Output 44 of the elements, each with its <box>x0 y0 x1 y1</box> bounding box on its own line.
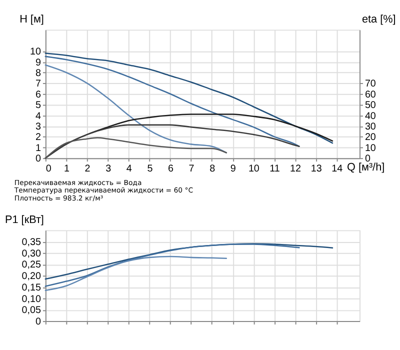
y-tick-label: 9 <box>36 57 42 68</box>
x-tick-label: 2 <box>84 163 90 174</box>
x-tick-label: 12 <box>290 163 302 174</box>
x-tick-label: 3 <box>106 163 112 174</box>
y-tick-label: 0,30 <box>22 248 42 260</box>
x-tick-label: 8 <box>210 163 216 174</box>
x-tick-label: 6 <box>168 163 174 174</box>
y2-tick-label: 40 <box>364 110 376 122</box>
y-tick-label: 1 <box>36 142 41 154</box>
y-tick-label: 4 <box>36 110 42 122</box>
y2-tick-label: 50 <box>364 100 376 112</box>
y-tick-label: 0,05 <box>22 305 42 316</box>
y-axis-title: H [м] <box>20 13 44 26</box>
x-tick-label: 13 <box>310 163 322 174</box>
y2-tick-label: 70 <box>364 78 376 90</box>
x-tick-label: 5 <box>147 163 154 174</box>
y-axis-title: P1 [кВт] <box>4 214 44 226</box>
y-tick-label: 2 <box>36 132 41 144</box>
x-tick-label: 4 <box>126 163 132 174</box>
x-tick-label: 11 <box>270 163 280 174</box>
y2-axis-title: eta [%] <box>362 13 396 26</box>
y-tick-label: 0 <box>36 316 42 328</box>
y-tick-label: 0,25 <box>22 260 42 271</box>
x-tick-label: 1 <box>64 163 70 174</box>
x-tick-label: 9 <box>230 163 236 174</box>
y-tick-label: 0 <box>36 154 42 165</box>
x-tick-label: 0 <box>46 163 52 174</box>
y-tick-label: 0,15 <box>22 282 42 294</box>
x-tick-label: 7 <box>188 163 194 174</box>
y2-tick-label: 60 <box>364 89 376 100</box>
y2-tick-label: 20 <box>364 132 376 144</box>
y-tick-label: 10 <box>30 46 42 58</box>
y-tick-label: 0,10 <box>22 294 42 305</box>
y2-tick-label: 30 <box>364 121 376 132</box>
y-tick-label: 3 <box>36 121 42 132</box>
x-tick-label: 10 <box>248 163 260 174</box>
y-tick-label: 0,20 <box>22 271 42 282</box>
y-tick-label: 7 <box>36 78 41 90</box>
y2-tick-label: 10 <box>364 142 376 154</box>
y-tick-label: 5 <box>36 100 42 112</box>
y-tick-label: 8 <box>36 68 42 79</box>
y-tick-label: 6 <box>36 89 42 100</box>
x-tick-label: 14 <box>332 163 344 174</box>
y-tick-label: 0,35 <box>22 237 42 248</box>
